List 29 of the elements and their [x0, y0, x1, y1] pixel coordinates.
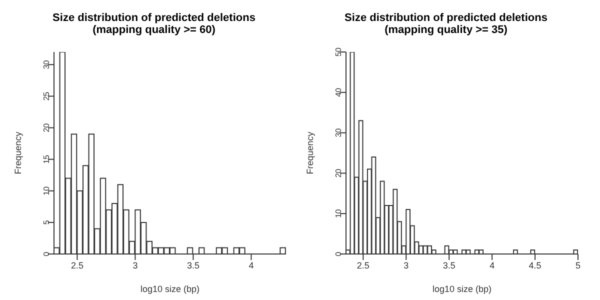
x-tick-label: 3.5 — [186, 260, 200, 270]
y-axis-title: Frequency — [13, 131, 24, 174]
x-tick-label: 2.5 — [70, 260, 84, 270]
x-tick-label: 4.5 — [528, 260, 542, 270]
x-axis-title: log10 size (bp) — [432, 284, 492, 294]
x-tick-label: 5 — [575, 260, 581, 270]
chart-subtitle: (mapping quality >= 60) — [92, 24, 216, 36]
y-axis-title: Frequency — [305, 131, 316, 174]
y-tick-label: 50 — [334, 47, 343, 56]
y-tick-label: 20 — [42, 122, 51, 132]
y-tick-label: 10 — [334, 208, 343, 218]
chart-subtitle: (mapping quality >= 35) — [384, 24, 508, 36]
chart-title: Size distribution of predicted deletions — [52, 12, 256, 24]
x-tick-label: 3.5 — [442, 260, 456, 270]
y-tick-label: 25 — [42, 91, 51, 101]
y-tick-label: 15 — [42, 154, 51, 164]
x-tick-label: 3 — [132, 260, 138, 270]
y-tick-label: 10 — [42, 186, 51, 196]
x-tick-label: 2.5 — [356, 260, 370, 270]
y-tick-label: 40 — [334, 87, 343, 97]
x-tick-label: 3 — [404, 260, 409, 270]
x-axis-title: log10 size (bp) — [140, 284, 200, 294]
y-tick-label: 30 — [334, 128, 343, 138]
y-tick-label: 5 — [42, 220, 51, 225]
y-tick-label: 30 — [42, 60, 51, 70]
chart-title: Size distribution of predicted deletions — [344, 12, 548, 24]
y-tick-label: 20 — [334, 168, 343, 178]
x-tick-label: 4 — [490, 260, 495, 270]
x-tick-label: 4 — [248, 260, 254, 270]
